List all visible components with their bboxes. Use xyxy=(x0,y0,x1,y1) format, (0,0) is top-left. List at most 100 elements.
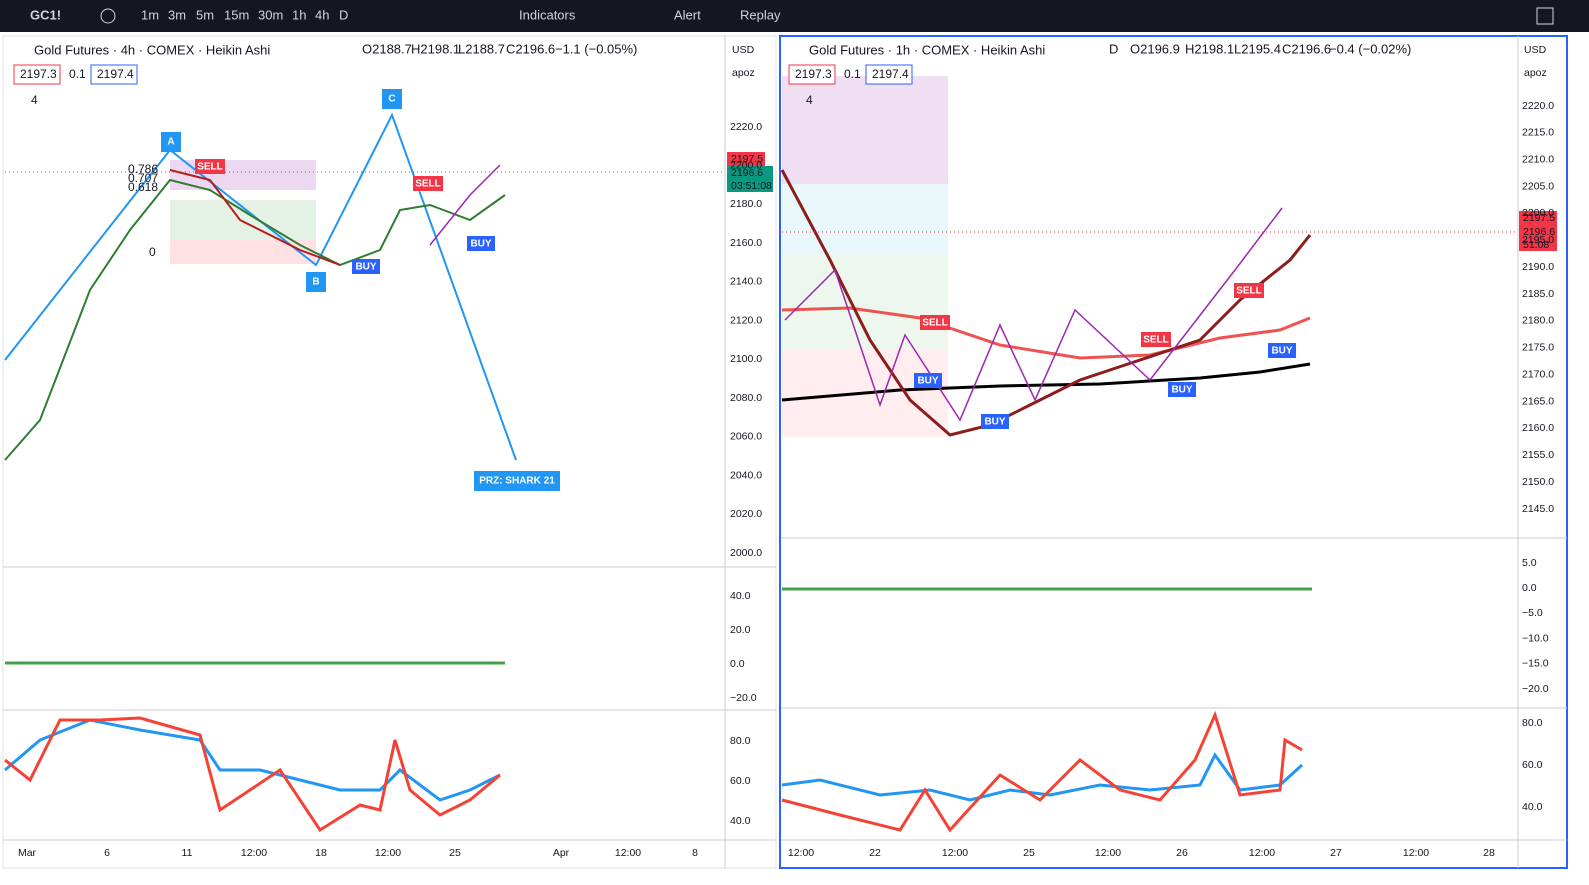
countdown: 03:51:08 xyxy=(731,180,772,192)
axis-label: 2060.0 xyxy=(730,431,762,443)
interval-button[interactable]: 1m xyxy=(141,7,159,22)
interval-button[interactable]: 30m xyxy=(258,7,283,22)
axis-label: 2190.0 xyxy=(1522,261,1554,273)
time-label: 25 xyxy=(1023,847,1035,859)
axis-label: 2200.0 xyxy=(1522,207,1554,219)
axis-label: 2215.0 xyxy=(1522,127,1554,139)
signal xyxy=(981,414,1009,429)
currency[interactable]: USD xyxy=(732,44,755,56)
axis-label: 2195.0 xyxy=(1522,234,1554,246)
change: −1.1 (−0.05%) xyxy=(555,41,637,56)
point-label: A xyxy=(167,137,174,148)
ask-box xyxy=(865,64,913,85)
ask-box xyxy=(90,64,138,85)
signal xyxy=(914,373,942,388)
axis-label: 0.0 xyxy=(1522,582,1537,594)
time-label: 12:00 xyxy=(241,847,267,859)
time-label: Apr xyxy=(553,847,570,859)
interval-group: 1m 3m 5m 15m 30m 1h 4h D xyxy=(141,7,348,22)
interval-button[interactable]: 1h xyxy=(292,7,306,22)
axis-label: 2185.0 xyxy=(1522,288,1554,300)
fib-zone xyxy=(782,76,948,184)
moving-average xyxy=(781,306,1311,360)
time-label: 28 xyxy=(1483,847,1495,859)
price-tag xyxy=(727,166,773,192)
time-label: 26 xyxy=(1176,847,1188,859)
alert-button[interactable]: Alert xyxy=(674,7,701,22)
interval-button[interactable]: D xyxy=(339,7,348,22)
rsi-line xyxy=(4,718,501,802)
scale[interactable]: apoz xyxy=(732,67,755,79)
axis-label: 2160.0 xyxy=(1522,422,1554,434)
fib-zone xyxy=(170,240,316,264)
time-label: 8 xyxy=(692,847,698,859)
axis-label: 2000.0 xyxy=(730,547,762,559)
bid: 2197.3 xyxy=(795,67,832,81)
axis-label: −10.0 xyxy=(1522,632,1549,644)
axis-label: 80.0 xyxy=(1522,717,1543,729)
axis-label: 0.0 xyxy=(730,658,745,670)
prz-box xyxy=(474,471,560,491)
signal xyxy=(1168,382,1196,397)
indicator-count[interactable]: 4 xyxy=(31,93,38,107)
indicators-button[interactable]: Indicators xyxy=(519,7,576,22)
buy-label: BUY xyxy=(917,376,938,387)
ohlc: O2196.9 xyxy=(1130,41,1180,56)
axis-label: 40.0 xyxy=(730,590,751,602)
sell-label: SELL xyxy=(1143,335,1169,346)
last-ask: 2197.5 xyxy=(1523,212,1555,224)
trend-line xyxy=(169,169,341,266)
scale[interactable]: apoz xyxy=(1524,67,1547,79)
axis-label: 2040.0 xyxy=(730,469,762,481)
signal xyxy=(467,236,495,251)
toolbar xyxy=(0,0,1589,32)
moving-average xyxy=(780,169,1312,437)
axis-label: 2160.0 xyxy=(730,237,762,249)
prz-label: PRZ: SHARK 21 xyxy=(479,476,555,487)
replay-button[interactable]: Replay xyxy=(740,7,781,22)
axis-label: 2100.0 xyxy=(730,353,762,365)
fib-label: 0.707 xyxy=(128,171,158,185)
fib-label: 0 xyxy=(149,245,156,259)
axis-label: 2220.0 xyxy=(1522,100,1554,112)
axis-label: −5.0 xyxy=(1522,607,1543,619)
buy-label: BUY xyxy=(470,239,491,250)
rsi-line xyxy=(781,710,1303,833)
trend-line xyxy=(429,164,501,246)
rsi-line xyxy=(4,716,501,833)
spread: 0.1 xyxy=(844,67,861,81)
left-pane xyxy=(2,35,777,869)
time-label: 27 xyxy=(1330,847,1342,859)
buy-label: BUY xyxy=(355,262,376,273)
axis-label: 2020.0 xyxy=(730,508,762,520)
add-symbol[interactable] xyxy=(100,8,116,24)
interval-button[interactable]: 15m xyxy=(224,7,249,22)
interval-button[interactable]: 4h xyxy=(315,7,329,22)
fib-zone xyxy=(782,254,948,350)
indicator-count[interactable]: 4 xyxy=(806,93,813,107)
ohlc: L2195.4 xyxy=(1234,41,1281,56)
axis-label: 60.0 xyxy=(1522,759,1543,771)
change: −0.4 (−0.02%) xyxy=(1329,41,1411,56)
harmonic-pattern xyxy=(4,112,517,461)
point-label: B xyxy=(312,277,319,288)
axis-label: 5.0 xyxy=(1522,557,1537,569)
ask: 2197.4 xyxy=(872,67,909,81)
symbol[interactable]: GC1! xyxy=(30,7,61,22)
currency[interactable]: USD xyxy=(1524,44,1547,56)
moving-average xyxy=(781,362,1311,402)
signal xyxy=(352,259,380,274)
signals: SELL SELL SELL BUY BUY BUY BUY xyxy=(914,283,1296,429)
countdown: 51:08 xyxy=(1523,239,1549,251)
spread: 0.1 xyxy=(69,67,86,81)
interval-button[interactable]: 5m xyxy=(196,7,214,22)
axis-label: 2120.0 xyxy=(730,314,762,326)
time-label: 11 xyxy=(182,847,193,859)
axis-label: 2180.0 xyxy=(730,198,762,210)
signal xyxy=(920,315,950,330)
layout-button[interactable] xyxy=(1536,7,1554,25)
axis-label: −20.0 xyxy=(730,692,757,704)
interval-button[interactable]: 3m xyxy=(168,7,186,22)
time-label: 25 xyxy=(449,847,461,859)
